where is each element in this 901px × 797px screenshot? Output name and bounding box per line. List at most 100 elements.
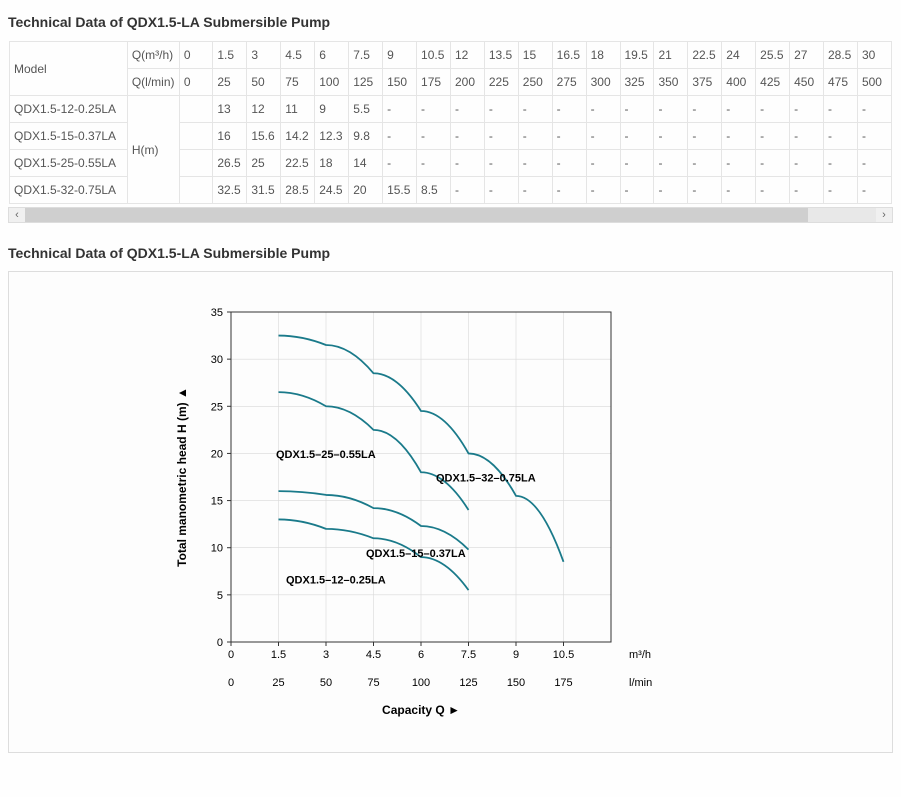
q-m3h-cell: 3 bbox=[247, 42, 281, 69]
svg-text:125: 125 bbox=[459, 677, 477, 689]
value-cell: - bbox=[688, 123, 722, 150]
value-cell: 12.3 bbox=[315, 123, 349, 150]
q-m3h-cell: 13.5 bbox=[484, 42, 518, 69]
q-m3h-cell: 25.5 bbox=[756, 42, 790, 69]
section-title-chart: Technical Data of QDX1.5-LA Submersible … bbox=[8, 245, 893, 261]
scroll-right-arrow[interactable]: › bbox=[876, 209, 892, 221]
svg-text:25: 25 bbox=[272, 677, 284, 689]
h-m-label: H(m) bbox=[127, 96, 179, 204]
value-cell: - bbox=[688, 177, 722, 204]
series-label: QDX1.5–32–0.75LA bbox=[436, 473, 536, 485]
svg-text:25: 25 bbox=[210, 401, 222, 413]
value-cell: 14.2 bbox=[281, 123, 315, 150]
value-cell: - bbox=[654, 150, 688, 177]
value-cell: - bbox=[450, 177, 484, 204]
value-cell: - bbox=[417, 150, 451, 177]
value-cell: 25 bbox=[247, 150, 281, 177]
svg-text:0: 0 bbox=[216, 637, 222, 649]
x-axis-label: Capacity Q ► bbox=[382, 703, 460, 717]
value-cell: - bbox=[552, 177, 586, 204]
value-cell: 13 bbox=[213, 96, 247, 123]
value-cell bbox=[179, 123, 213, 150]
y-axis-label: Total manometric head H (m) ▲ bbox=[175, 387, 189, 567]
value-cell: - bbox=[586, 96, 620, 123]
value-cell: 24.5 bbox=[315, 177, 349, 204]
value-cell: 18 bbox=[315, 150, 349, 177]
q-lmin-cell: 200 bbox=[450, 69, 484, 96]
q-lmin-cell: 125 bbox=[349, 69, 383, 96]
value-cell: - bbox=[620, 96, 654, 123]
value-cell: 15.6 bbox=[247, 123, 281, 150]
value-cell: 12 bbox=[247, 96, 281, 123]
value-cell: - bbox=[722, 150, 756, 177]
q-m3h-cell: 22.5 bbox=[688, 42, 722, 69]
q-lmin-cell: 50 bbox=[247, 69, 281, 96]
series-label: QDX1.5–12–0.25LA bbox=[286, 575, 386, 587]
q-lmin-cell: 275 bbox=[552, 69, 586, 96]
q-m3h-cell: 15 bbox=[518, 42, 552, 69]
svg-text:0: 0 bbox=[227, 677, 233, 689]
value-cell: - bbox=[722, 123, 756, 150]
value-cell: - bbox=[586, 123, 620, 150]
value-cell: - bbox=[688, 150, 722, 177]
value-cell: - bbox=[484, 177, 518, 204]
value-cell: - bbox=[756, 123, 790, 150]
q-m3h-cell: 24 bbox=[722, 42, 756, 69]
q-lmin-cell: 225 bbox=[484, 69, 518, 96]
svg-text:1.5: 1.5 bbox=[270, 649, 285, 661]
svg-text:4.5: 4.5 bbox=[365, 649, 380, 661]
svg-text:10.5: 10.5 bbox=[552, 649, 573, 661]
horizontal-scrollbar[interactable]: ‹ › bbox=[8, 207, 893, 223]
scroll-track[interactable] bbox=[25, 208, 876, 222]
svg-text:35: 35 bbox=[210, 307, 222, 319]
q-m3h-cell: 28.5 bbox=[823, 42, 857, 69]
value-cell: - bbox=[823, 123, 857, 150]
value-cell: - bbox=[518, 96, 552, 123]
svg-text:20: 20 bbox=[210, 448, 222, 460]
q-lmin-cell: 325 bbox=[620, 69, 654, 96]
chart-container: 0510152025303501.534.567.5910.5m³/h02550… bbox=[8, 271, 893, 753]
value-cell: 26.5 bbox=[213, 150, 247, 177]
value-cell: - bbox=[790, 123, 824, 150]
value-cell bbox=[179, 96, 213, 123]
q-lmin-cell: 500 bbox=[857, 69, 891, 96]
value-cell: - bbox=[823, 96, 857, 123]
value-cell: 22.5 bbox=[281, 150, 315, 177]
value-cell: - bbox=[620, 150, 654, 177]
value-cell: - bbox=[756, 177, 790, 204]
unit-header-lmin: Q(l/min) bbox=[127, 69, 179, 96]
q-m3h-cell: 16.5 bbox=[552, 42, 586, 69]
svg-text:7.5: 7.5 bbox=[460, 649, 475, 661]
value-cell: - bbox=[790, 96, 824, 123]
svg-text:10: 10 bbox=[210, 543, 222, 555]
value-cell: - bbox=[586, 177, 620, 204]
svg-text:0: 0 bbox=[227, 649, 233, 661]
value-cell: - bbox=[722, 177, 756, 204]
value-cell: - bbox=[484, 96, 518, 123]
svg-text:50: 50 bbox=[319, 677, 331, 689]
q-m3h-cell: 7.5 bbox=[349, 42, 383, 69]
model-cell: QDX1.5-25-0.55LA bbox=[10, 150, 128, 177]
series-label: QDX1.5–25–0.55LA bbox=[276, 449, 376, 461]
q-lmin-cell: 450 bbox=[790, 69, 824, 96]
value-cell: - bbox=[756, 150, 790, 177]
q-lmin-cell: 300 bbox=[586, 69, 620, 96]
pump-curve-chart: 0510152025303501.534.567.5910.5m³/h02550… bbox=[151, 302, 751, 742]
svg-text:9: 9 bbox=[512, 649, 518, 661]
svg-text:5: 5 bbox=[216, 590, 222, 602]
svg-text:175: 175 bbox=[554, 677, 572, 689]
value-cell: - bbox=[654, 123, 688, 150]
model-header: Model bbox=[10, 42, 128, 96]
table-scroll-wrap[interactable]: ModelQ(m³/h)01.534.567.5910.51213.51516.… bbox=[8, 40, 893, 205]
value-cell: - bbox=[484, 150, 518, 177]
scroll-thumb[interactable] bbox=[25, 208, 808, 222]
value-cell: - bbox=[756, 96, 790, 123]
value-cell: - bbox=[823, 177, 857, 204]
q-lmin-cell: 175 bbox=[417, 69, 451, 96]
scroll-left-arrow[interactable]: ‹ bbox=[9, 209, 25, 221]
q-m3h-cell: 0 bbox=[179, 42, 213, 69]
unit-header-m3h: Q(m³/h) bbox=[127, 42, 179, 69]
value-cell: 20 bbox=[349, 177, 383, 204]
value-cell: - bbox=[518, 123, 552, 150]
svg-text:150: 150 bbox=[506, 677, 524, 689]
